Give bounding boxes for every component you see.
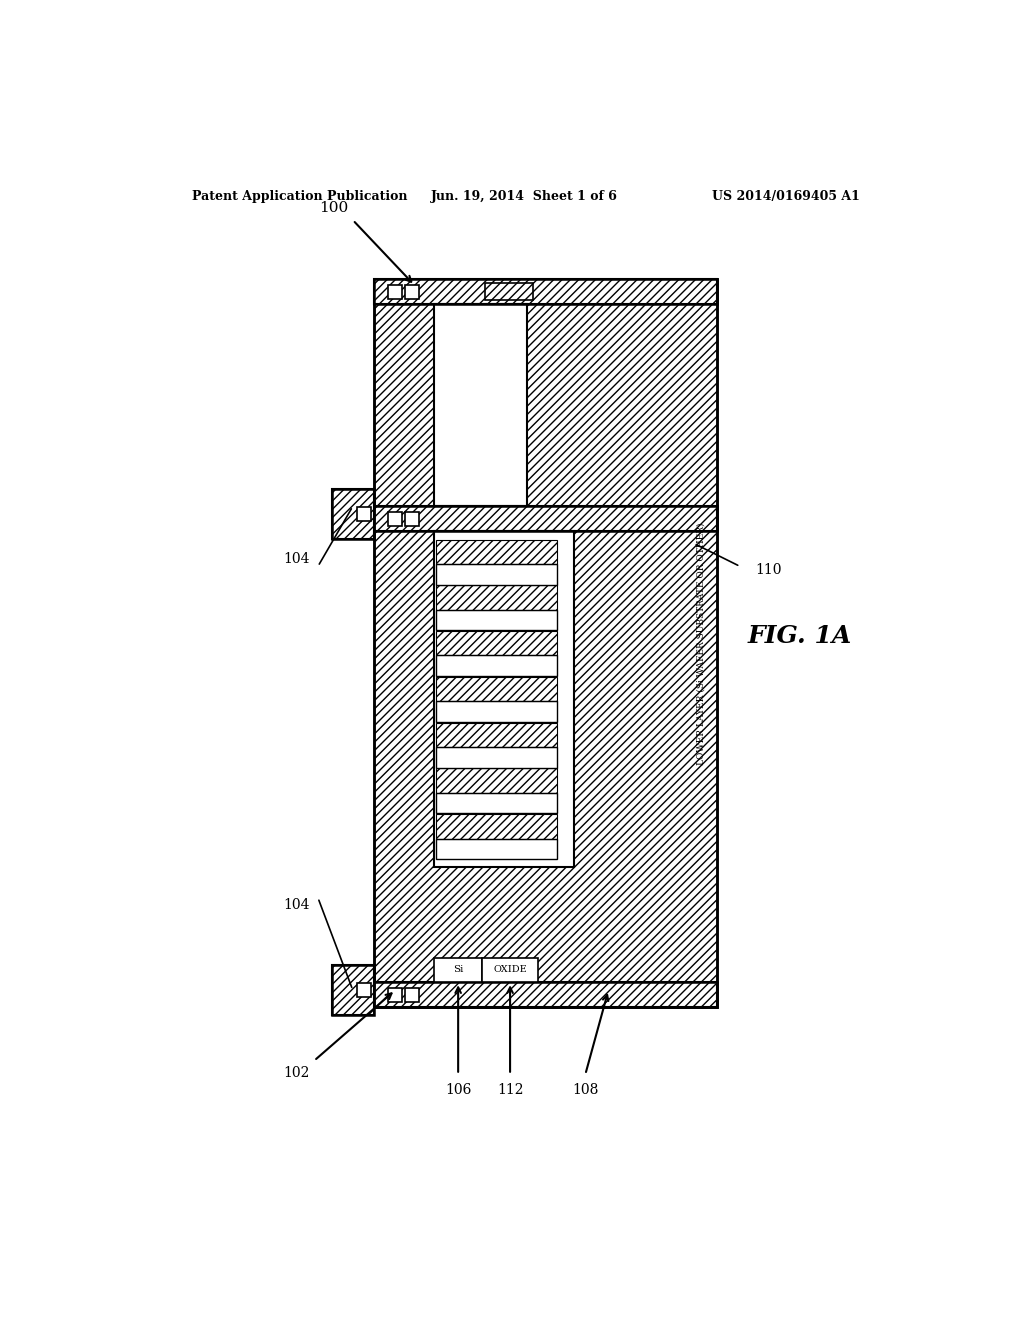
Bar [435, 701, 557, 722]
Bar [435, 656, 557, 676]
Text: 104: 104 [284, 899, 310, 912]
Bar [406, 987, 420, 1002]
Bar [435, 564, 557, 585]
Text: LOWER LAYER (Si WAFER SUBSTRATE OR OTHER): LOWER LAYER (Si WAFER SUBSTRATE OR OTHER… [697, 523, 706, 764]
Bar [406, 285, 420, 298]
Text: 102: 102 [284, 1067, 310, 1080]
Bar [375, 982, 717, 1007]
Bar [434, 531, 573, 867]
Bar [332, 488, 375, 539]
Text: Si: Si [453, 965, 463, 974]
Bar [435, 722, 557, 747]
Bar [484, 284, 532, 300]
Bar [434, 304, 527, 507]
Bar [375, 280, 717, 1007]
Bar [434, 958, 482, 982]
Bar [375, 982, 717, 1007]
Bar [435, 838, 557, 859]
Text: 106: 106 [445, 1084, 471, 1097]
Bar [332, 965, 375, 1015]
Bar [375, 280, 717, 304]
Text: US 2014/0169405 A1: US 2014/0169405 A1 [713, 190, 860, 203]
Text: FIG. 1A: FIG. 1A [748, 624, 852, 648]
Bar [375, 280, 717, 1007]
Bar [482, 958, 538, 982]
Text: OXIDE: OXIDE [494, 965, 527, 974]
Text: 100: 100 [318, 202, 348, 215]
Bar [388, 512, 402, 525]
Bar [435, 747, 557, 768]
Bar [435, 631, 557, 656]
Text: 112: 112 [497, 1084, 523, 1097]
Bar [332, 488, 375, 539]
Bar [435, 793, 557, 813]
Bar [435, 585, 557, 610]
Bar [375, 280, 717, 304]
Text: 108: 108 [572, 1084, 598, 1097]
Bar [375, 507, 717, 531]
Bar [406, 512, 420, 525]
Bar [375, 507, 717, 531]
Bar [356, 507, 371, 521]
Bar [435, 610, 557, 631]
Text: 104: 104 [284, 552, 310, 566]
Bar [388, 285, 402, 298]
Bar [435, 540, 557, 564]
Bar [388, 987, 402, 1002]
Text: Patent Application Publication: Patent Application Publication [191, 190, 408, 203]
Text: 110: 110 [756, 564, 782, 577]
Text: Jun. 19, 2014  Sheet 1 of 6: Jun. 19, 2014 Sheet 1 of 6 [431, 190, 618, 203]
Bar [435, 768, 557, 793]
Bar [435, 677, 557, 701]
Bar [435, 814, 557, 838]
Bar [332, 965, 375, 1015]
Bar [356, 983, 371, 997]
